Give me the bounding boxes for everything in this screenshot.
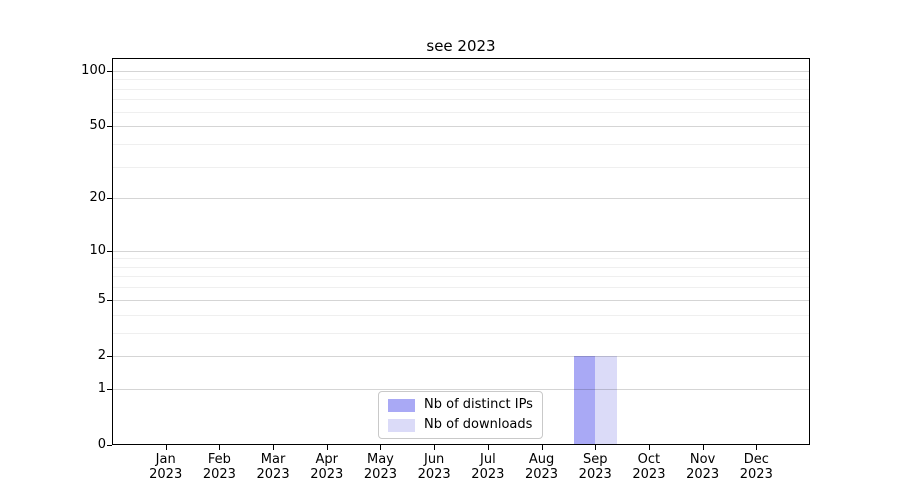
y-tick-mark xyxy=(107,388,112,390)
legend-entry: Nb of downloads xyxy=(388,417,533,433)
y-tick-label: 10 xyxy=(89,242,106,258)
x-tick-label: Jan 2023 xyxy=(134,452,198,482)
gridline-major xyxy=(113,299,809,301)
x-tick-label: Jun 2023 xyxy=(402,452,466,482)
x-tick-year: 2023 xyxy=(578,467,612,482)
gridline-minor xyxy=(113,258,809,260)
gridline-minor xyxy=(113,111,809,113)
gridline-major xyxy=(113,70,809,72)
x-tick-mark xyxy=(165,445,167,450)
x-tick-year: 2023 xyxy=(310,467,344,482)
x-tick-year: 2023 xyxy=(256,467,290,482)
x-tick-mark xyxy=(541,445,543,450)
x-tick-month: Dec xyxy=(743,452,769,467)
bar-downloads xyxy=(595,355,617,444)
gridline-minor xyxy=(113,166,809,168)
chart-title: see 2023 xyxy=(426,37,496,55)
gridline-minor xyxy=(113,266,809,268)
x-tick-label: Jul 2023 xyxy=(456,452,520,482)
gridline-minor xyxy=(113,88,809,90)
x-tick-mark xyxy=(648,445,650,450)
x-tick-month: Mar xyxy=(260,452,286,467)
gridline-minor xyxy=(113,99,809,101)
gridline-major xyxy=(113,355,809,357)
x-tick-year: 2023 xyxy=(524,467,559,482)
x-tick-year: 2023 xyxy=(632,467,666,482)
x-tick-mark xyxy=(273,445,275,450)
legend-swatch-downloads xyxy=(388,418,415,432)
x-tick-mark xyxy=(219,445,221,450)
y-tick-label: 1 xyxy=(97,380,106,396)
x-tick-label: May 2023 xyxy=(348,452,412,482)
y-tick-mark xyxy=(107,250,112,252)
x-tick-month: Aug xyxy=(528,452,555,467)
legend-entry: Nb of distinct IPs xyxy=(388,397,533,413)
x-tick-month: Jan xyxy=(155,452,176,467)
x-tick-year: 2023 xyxy=(149,467,183,482)
y-tick-label: 5 xyxy=(97,291,106,307)
x-tick-month: Jul xyxy=(480,452,496,467)
y-tick-mark xyxy=(107,70,112,72)
gridline-major xyxy=(113,388,809,390)
x-tick-year: 2023 xyxy=(202,467,236,482)
x-tick-label: Sep 2023 xyxy=(563,452,627,482)
x-tick-year: 2023 xyxy=(417,467,451,482)
y-tick-mark xyxy=(107,355,112,357)
gridline-minor xyxy=(113,143,809,145)
x-tick-label: Apr 2023 xyxy=(295,452,359,482)
plot-area xyxy=(112,58,810,445)
legend: Nb of distinct IPs Nb of downloads xyxy=(378,391,543,439)
y-tick-mark xyxy=(107,198,112,200)
gridline-minor xyxy=(113,79,809,81)
x-tick-label: Nov 2023 xyxy=(671,452,735,482)
x-tick-mark xyxy=(434,445,436,450)
gridline-minor xyxy=(113,314,809,316)
gridline-major xyxy=(113,198,809,200)
x-tick-label: Feb 2023 xyxy=(187,452,251,482)
x-tick-month: Feb xyxy=(207,452,231,467)
x-tick-mark xyxy=(756,445,758,450)
x-tick-label: Dec 2023 xyxy=(724,452,788,482)
x-tick-label: Oct 2023 xyxy=(617,452,681,482)
gridline-major xyxy=(113,126,809,128)
x-tick-month: Apr xyxy=(315,452,339,467)
x-tick-mark xyxy=(326,445,328,450)
x-tick-month: Oct xyxy=(637,452,661,467)
legend-label: Nb of downloads xyxy=(424,417,533,432)
y-tick-label: 2 xyxy=(97,347,106,363)
x-tick-year: 2023 xyxy=(739,467,773,482)
x-tick-month: May xyxy=(367,452,394,467)
x-tick-mark xyxy=(380,445,382,450)
legend-swatch-distinct-ips xyxy=(388,398,415,412)
x-tick-label: Mar 2023 xyxy=(241,452,305,482)
gridline-major xyxy=(113,250,809,252)
x-tick-mark xyxy=(702,445,704,450)
y-tick-label: 20 xyxy=(89,190,106,206)
x-tick-mark xyxy=(595,445,597,450)
gridline-minor xyxy=(113,276,809,278)
y-tick-mark xyxy=(107,299,112,301)
x-tick-year: 2023 xyxy=(363,467,397,482)
y-tick-mark xyxy=(107,126,112,128)
bar-distinct-ips xyxy=(573,355,596,444)
x-tick-month: Nov xyxy=(689,452,716,467)
x-tick-label: Aug 2023 xyxy=(510,452,574,482)
x-tick-month: Sep xyxy=(582,452,608,467)
y-tick-mark xyxy=(107,445,112,446)
x-tick-year: 2023 xyxy=(471,467,505,482)
y-tick-label: 0 xyxy=(97,437,106,452)
x-tick-year: 2023 xyxy=(686,467,720,482)
gridline-minor xyxy=(113,287,809,289)
y-tick-label: 100 xyxy=(81,62,106,78)
legend-label: Nb of distinct IPs xyxy=(424,397,533,412)
x-tick-month: Jun xyxy=(423,452,445,467)
y-tick-label: 50 xyxy=(89,118,106,134)
x-tick-mark xyxy=(487,445,489,450)
gridline-minor xyxy=(113,332,809,334)
